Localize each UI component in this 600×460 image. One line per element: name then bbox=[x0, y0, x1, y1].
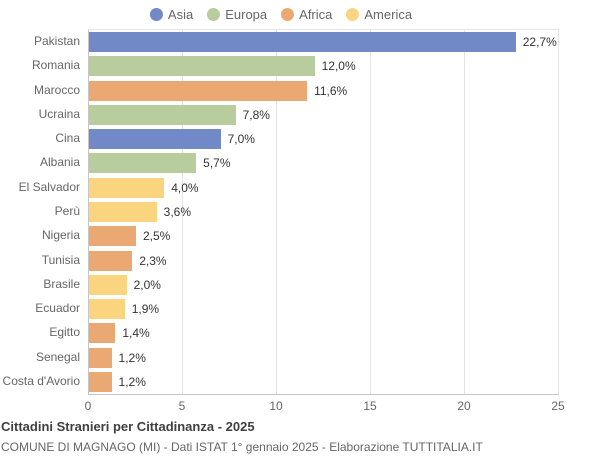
category-label: El Salvador bbox=[18, 179, 80, 194]
gridline-25 bbox=[558, 30, 559, 394]
legend-marker-icon bbox=[281, 8, 295, 21]
bar-romania bbox=[89, 56, 315, 77]
value-label: 1,2% bbox=[118, 374, 146, 389]
bar-per- bbox=[89, 202, 157, 222]
bar-albania bbox=[89, 153, 197, 174]
chart-title: Cittadini Stranieri per Cittadinanza - 2… bbox=[1, 419, 255, 434]
bar-brasile bbox=[89, 274, 127, 295]
value-label: 7,0% bbox=[227, 132, 255, 147]
legend-label: America bbox=[364, 7, 413, 22]
y-axis-labels: Pakistan Romania Marocco Ucraina Cina Albania… bbox=[0, 0, 88, 460]
bar-senegal bbox=[89, 347, 112, 368]
chart-legend: Asia Europa Africa America bbox=[149, 7, 412, 22]
bar-ucraina bbox=[89, 104, 236, 125]
value-label: 2,5% bbox=[143, 229, 171, 244]
value-label: 5,7% bbox=[203, 156, 231, 171]
category-label: Cina bbox=[55, 131, 80, 146]
category-label: Marocco bbox=[33, 82, 80, 97]
x-tick-label-5: 5 bbox=[178, 399, 186, 413]
value-label: 22,7% bbox=[522, 35, 557, 50]
value-label: 11,6% bbox=[314, 83, 348, 98]
category-label: Perù bbox=[54, 204, 80, 218]
x-tick-label-10: 10 bbox=[269, 399, 283, 413]
gridline-20 bbox=[464, 30, 465, 394]
legend-label: Africa bbox=[299, 7, 333, 22]
category-label: Brasile bbox=[43, 276, 80, 291]
legend-item-europa: Europa bbox=[207, 7, 267, 22]
value-label: 12,0% bbox=[321, 59, 356, 74]
bar-cina bbox=[89, 129, 221, 150]
legend-marker-icon bbox=[346, 8, 360, 21]
category-label: Senegal bbox=[35, 349, 80, 364]
bar-el-salvador bbox=[89, 177, 165, 198]
value-label: 3,6% bbox=[163, 205, 192, 219]
category-label: Costa d'Avorio bbox=[2, 373, 80, 388]
category-label: Pakistan bbox=[33, 34, 80, 49]
category-label: Egitto bbox=[49, 325, 80, 340]
bar-nigeria bbox=[89, 226, 136, 247]
bar-tunisia bbox=[89, 250, 133, 271]
x-tick-label-0: 0 bbox=[84, 399, 92, 413]
value-label: 4,0% bbox=[171, 180, 199, 195]
legend-item-america: America bbox=[346, 7, 412, 22]
category-label: Ucraina bbox=[38, 106, 80, 121]
legend-item-asia: Asia bbox=[149, 7, 194, 22]
chart-subtitle: COMUNE DI MAGNAGO (MI) - Dati ISTAT 1° g… bbox=[1, 440, 483, 454]
x-axis-ticks: 0 5 10 15 20 25 bbox=[84, 399, 565, 415]
gridline-15 bbox=[370, 30, 371, 394]
value-label: 1,2% bbox=[118, 350, 146, 365]
value-label: 1,4% bbox=[122, 326, 150, 341]
gridline-5 bbox=[182, 30, 183, 394]
bar-costa-d-avorio bbox=[89, 371, 112, 392]
gridline-10 bbox=[276, 30, 277, 394]
legend-marker-icon bbox=[149, 8, 163, 21]
category-label: Nigeria bbox=[41, 228, 80, 243]
bar-pakistan bbox=[89, 32, 516, 53]
value-label: 2,3% bbox=[139, 253, 167, 268]
legend-item-africa: Africa bbox=[281, 7, 332, 22]
x-tick-label-25: 25 bbox=[551, 399, 565, 413]
plot-area: 22,7% 12,0% 11,6% 7,8% 7,0% 5,7% 4,0% 3,6% 2,5% 2… bbox=[88, 29, 559, 395]
value-label: 1,9% bbox=[131, 302, 160, 317]
category-label: Tunisia bbox=[41, 252, 80, 267]
bar-egitto bbox=[89, 323, 116, 344]
bar-ecuador bbox=[89, 299, 125, 320]
legend-marker-icon bbox=[207, 8, 221, 21]
category-label: Romania bbox=[31, 58, 80, 73]
legend-label: Asia bbox=[167, 7, 194, 22]
category-label: Ecuador bbox=[35, 301, 80, 316]
x-tick-label-15: 15 bbox=[363, 399, 377, 413]
value-label: 7,8% bbox=[242, 107, 270, 122]
value-label: 2,0% bbox=[133, 277, 161, 292]
x-tick-label-20: 20 bbox=[457, 399, 471, 413]
category-label: Albania bbox=[39, 155, 80, 170]
legend-label: Europa bbox=[225, 7, 268, 22]
bar-marocco bbox=[89, 80, 308, 101]
